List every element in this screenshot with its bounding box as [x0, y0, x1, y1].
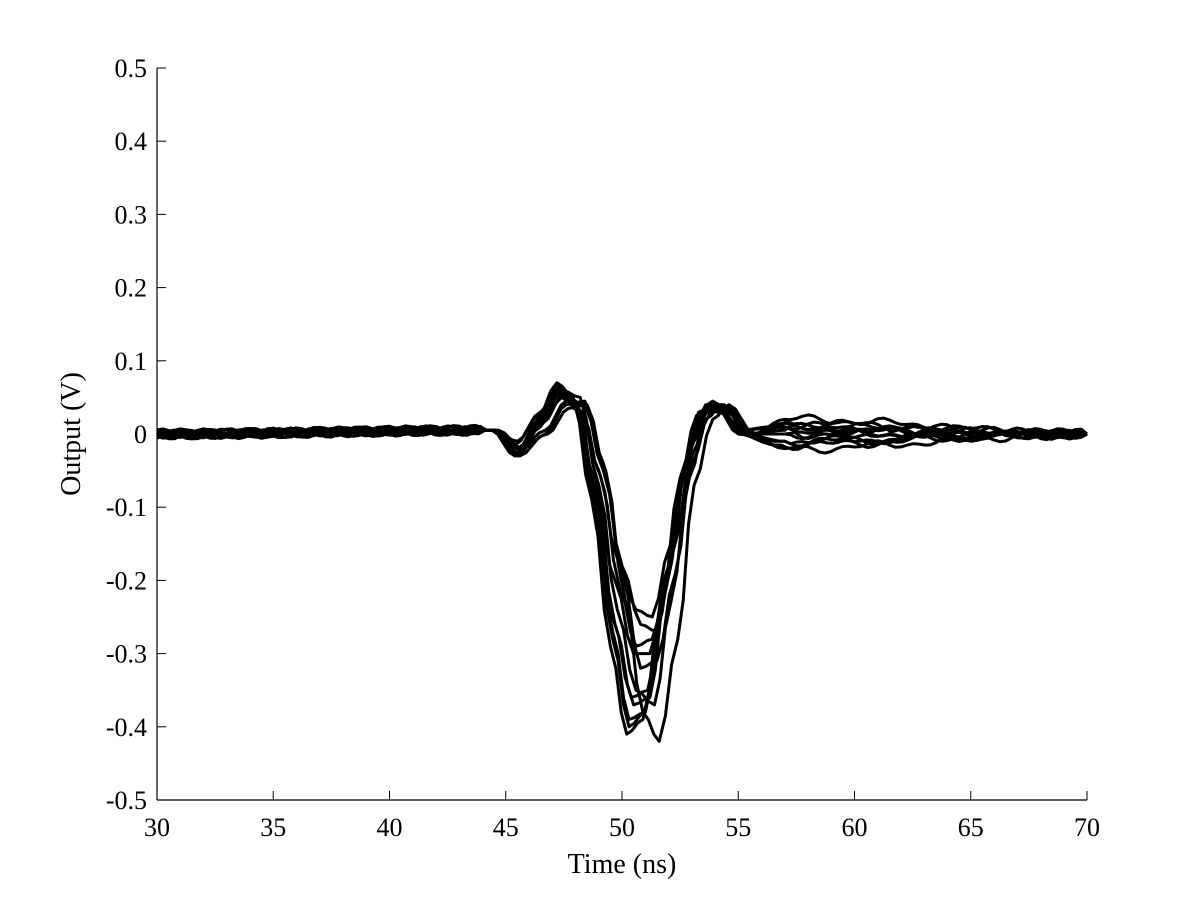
waveform-trace [156, 384, 1088, 721]
y-tick-label: -0.2 [106, 566, 147, 595]
y-tick-label: 0.5 [115, 54, 148, 83]
y-tick-label: -0.1 [106, 493, 147, 522]
x-tick-label: 35 [260, 813, 286, 842]
x-tick-label: 30 [144, 813, 170, 842]
x-tick-label: 65 [958, 813, 984, 842]
y-tick-label: 0.4 [115, 127, 148, 156]
y-tick-label: -0.5 [106, 786, 147, 815]
y-tick-label: 0.2 [115, 274, 148, 303]
x-axis-label: Time (ns) [568, 849, 677, 880]
x-tick-label: 70 [1074, 813, 1100, 842]
x-tick-label: 55 [725, 813, 751, 842]
y-tick-label: -0.4 [106, 713, 147, 742]
waveform-trace [156, 399, 1088, 634]
y-axis-label: Output (V) [56, 372, 87, 496]
y-tick-label: 0.3 [115, 200, 148, 229]
y-tick-label: 0.1 [115, 347, 148, 376]
waveform-trace [156, 388, 1088, 707]
series-layer [156, 381, 1088, 743]
x-tick-label: 45 [493, 813, 519, 842]
y-tick-label: -0.3 [106, 640, 147, 669]
x-tick-label: 40 [377, 813, 403, 842]
tick-layer: 30 35 40 45 50 55 60 65 70 -0.5 -0.4 -0.3 -0.2 -0.1 0 0… [106, 54, 1100, 842]
x-tick-label: 60 [842, 813, 868, 842]
y-tick-label: 0 [134, 420, 147, 449]
x-tick-label: 50 [609, 813, 635, 842]
